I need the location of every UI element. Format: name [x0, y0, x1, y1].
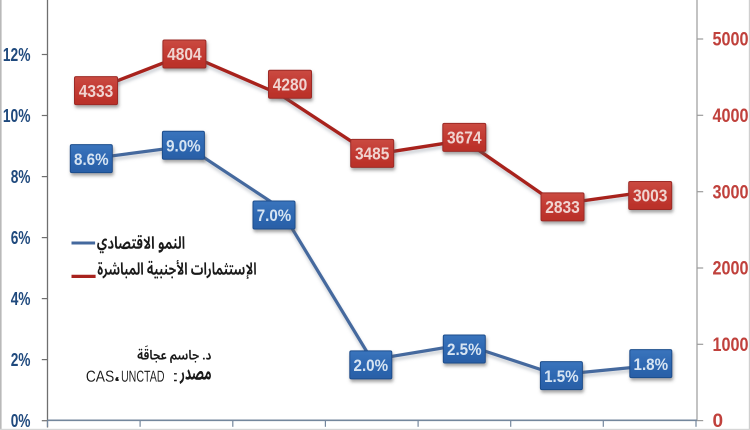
svg-text:5000: 5000: [713, 30, 749, 51]
svg-text:1.8%: 1.8%: [634, 356, 669, 374]
svg-text:6%: 6%: [11, 227, 31, 248]
svg-text:3003: 3003: [633, 186, 668, 206]
svg-text:4804: 4804: [167, 44, 202, 64]
svg-text:9.0%: 9.0%: [166, 138, 201, 156]
svg-text:8%: 8%: [11, 166, 31, 187]
svg-text:4333: 4333: [79, 81, 114, 101]
svg-text:1.5%: 1.5%: [544, 368, 579, 386]
svg-text:7.0%: 7.0%: [257, 207, 292, 225]
svg-text:2833: 2833: [545, 197, 580, 217]
svg-text:3674: 3674: [447, 128, 482, 148]
svg-text:1000: 1000: [713, 335, 749, 356]
svg-text:3485: 3485: [355, 144, 390, 164]
svg-text:2000: 2000: [713, 259, 749, 280]
svg-text:4000: 4000: [713, 106, 749, 127]
svg-text:0%: 0%: [11, 410, 31, 430]
svg-text:0: 0: [713, 411, 724, 430]
svg-text:4280: 4280: [273, 74, 308, 94]
svg-text:4%: 4%: [11, 288, 31, 309]
svg-text:2.0%: 2.0%: [354, 357, 389, 375]
svg-text:2.5%: 2.5%: [447, 341, 482, 359]
svg-text:2%: 2%: [11, 349, 31, 370]
svg-text:10%: 10%: [3, 105, 31, 126]
svg-text:12%: 12%: [3, 44, 31, 65]
svg-text:8.6%: 8.6%: [74, 151, 109, 169]
svg-text:3000: 3000: [713, 182, 749, 203]
